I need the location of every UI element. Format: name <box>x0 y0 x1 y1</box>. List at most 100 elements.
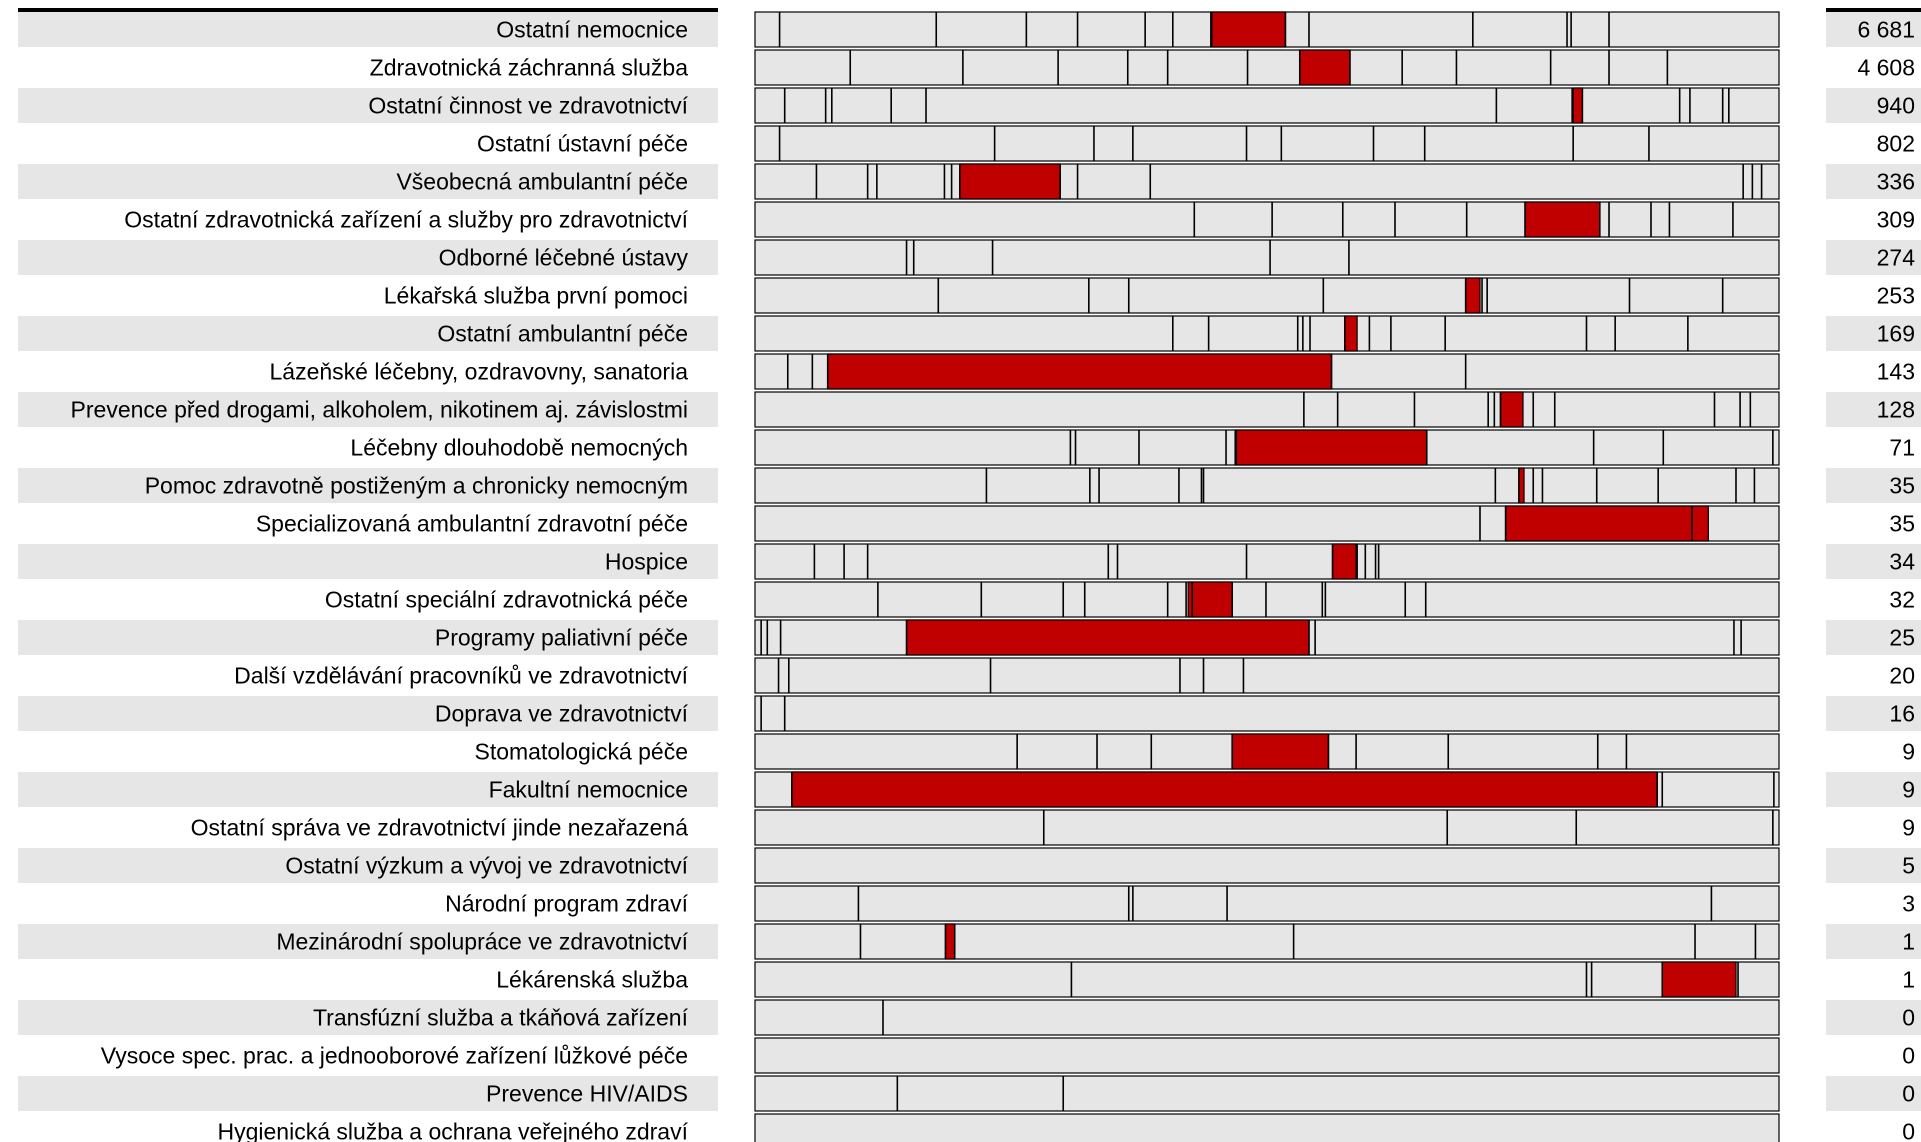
value-label: 1 <box>1902 929 1915 955</box>
category-label: Ostatní správa ve zdravotnictví jinde ne… <box>191 815 689 841</box>
value-label: 802 <box>1877 131 1915 157</box>
bar-track <box>754 581 1780 618</box>
category-label: Zdravotnická záchranná služba <box>370 55 689 81</box>
label-band <box>18 620 718 655</box>
category-label: Odborné léčebné ústavy <box>439 245 689 271</box>
category-label: Prevence HIV/AIDS <box>486 1081 688 1107</box>
value-label: 143 <box>1877 359 1915 385</box>
value-label: 4 608 <box>1857 55 1915 81</box>
value-label: 6 681 <box>1857 17 1915 43</box>
category-label: Ostatní ambulantní péče <box>437 321 688 347</box>
category-label: Ostatní výzkum a vývoj ve zdravotnictví <box>285 853 688 879</box>
category-label: Ostatní nemocnice <box>496 17 688 43</box>
label-band <box>18 468 718 503</box>
value-label: 336 <box>1877 169 1915 195</box>
value-column-top-rule <box>1826 8 1921 12</box>
bar-track <box>754 657 1780 694</box>
bar-highlight-segment <box>1299 49 1351 86</box>
value-label: 20 <box>1889 663 1915 689</box>
label-band <box>18 1000 718 1035</box>
bar-track <box>754 809 1780 846</box>
value-band <box>1826 924 1921 959</box>
category-label: Hygienická služba a ochrana veřejného zd… <box>218 1119 689 1142</box>
value-label: 1 <box>1902 967 1915 993</box>
value-label: 9 <box>1902 777 1915 803</box>
value-label: 35 <box>1889 511 1915 537</box>
value-label: 25 <box>1889 625 1915 651</box>
label-band <box>18 240 718 275</box>
category-label: Fakultní nemocnice <box>489 777 688 803</box>
bar-track <box>754 87 1780 124</box>
category-label: Programy paliativní péče <box>435 625 688 651</box>
value-band <box>1826 696 1921 731</box>
value-band <box>1826 468 1921 503</box>
bar-track <box>754 1037 1780 1074</box>
bar-track <box>754 999 1780 1036</box>
value-label: 253 <box>1877 283 1915 309</box>
value-label: 0 <box>1902 1119 1915 1142</box>
category-label: Další vzdělávání pracovníků ve zdravotni… <box>234 663 688 689</box>
bar-highlight-segment <box>1465 277 1481 314</box>
value-band <box>1826 544 1921 579</box>
category-label: Pomoc zdravotně postiženým a chronicky n… <box>145 473 688 499</box>
category-label: Mezinárodní spolupráce ve zdravotnictví <box>276 929 688 955</box>
label-band <box>18 392 718 427</box>
bar-track <box>754 467 1780 504</box>
bar-track <box>754 961 1780 998</box>
bar-highlight-segment <box>1234 429 1428 466</box>
value-label: 169 <box>1877 321 1915 347</box>
category-label: Ostatní zdravotnická zařízení a služby p… <box>124 207 688 233</box>
value-label: 309 <box>1877 207 1915 233</box>
bar-track <box>754 277 1780 314</box>
value-label: 0 <box>1902 1043 1915 1069</box>
category-labels: Ostatní nemocnice Zdravotnická záchranná … <box>18 8 718 1142</box>
value-label: 3 <box>1902 891 1915 917</box>
bar-track <box>754 391 1780 428</box>
bar-track <box>754 125 1780 162</box>
label-band <box>18 88 718 123</box>
value-label: 9 <box>1902 815 1915 841</box>
value-label: 32 <box>1889 587 1915 613</box>
bar-highlight-segment <box>1344 315 1358 352</box>
value-label: 274 <box>1877 245 1916 271</box>
label-band <box>18 1076 718 1111</box>
value-label: 9 <box>1902 739 1915 765</box>
bar-highlight-segment <box>1661 961 1737 998</box>
category-label: Lázeňské léčebny, ozdravovny, sanatoria <box>269 359 688 385</box>
value-band <box>1826 316 1921 351</box>
category-label: Léčebny dlouhodobě nemocných <box>350 435 688 461</box>
bar-highlight-segment <box>1572 87 1583 124</box>
label-band <box>18 772 718 807</box>
value-band <box>1826 772 1921 807</box>
bar-highlight-segment <box>1524 201 1601 238</box>
label-band <box>18 696 718 731</box>
category-label: Ostatní speciální zdravotnická péče <box>325 587 688 613</box>
bar-track <box>754 49 1780 86</box>
label-band <box>18 544 718 579</box>
value-label: 940 <box>1877 93 1915 119</box>
label-column-top-rule <box>18 8 718 12</box>
bar-highlight-segment <box>905 619 1310 656</box>
bar-track <box>754 201 1780 238</box>
value-label: 0 <box>1902 1005 1915 1031</box>
category-label: Ostatní činnost ve zdravotnictví <box>368 93 688 119</box>
value-label: 34 <box>1889 549 1915 575</box>
value-label: 71 <box>1889 435 1915 461</box>
value-label: 5 <box>1902 853 1915 879</box>
bar-track <box>754 1075 1780 1112</box>
value-label: 0 <box>1902 1081 1915 1107</box>
value-band <box>1826 88 1921 123</box>
label-band <box>18 924 718 959</box>
value-band <box>1826 1000 1921 1035</box>
bar-track <box>754 239 1780 276</box>
category-label: Všeobecná ambulantní péče <box>396 169 688 195</box>
bars <box>754 11 1780 1142</box>
bar-highlight-segment <box>1210 11 1287 48</box>
bar-track <box>754 1113 1780 1142</box>
category-label: Vysoce spec. prac. a jednooborové zaříze… <box>101 1043 688 1069</box>
label-band <box>18 12 718 47</box>
bar-highlight-segment <box>1504 505 1709 542</box>
bar-track <box>754 885 1780 922</box>
bar-track <box>754 847 1780 884</box>
